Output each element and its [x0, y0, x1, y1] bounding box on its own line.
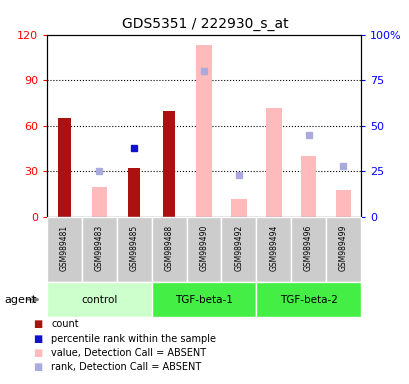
- FancyBboxPatch shape: [47, 282, 151, 317]
- Text: agent: agent: [4, 295, 36, 305]
- Bar: [300, 156, 316, 217]
- Bar: [91, 187, 107, 217]
- Text: GSM989483: GSM989483: [95, 225, 103, 271]
- FancyBboxPatch shape: [117, 217, 151, 282]
- FancyBboxPatch shape: [82, 217, 117, 282]
- Text: ■: ■: [33, 362, 42, 372]
- Text: GSM989485: GSM989485: [130, 225, 138, 271]
- Bar: [196, 45, 211, 217]
- FancyBboxPatch shape: [151, 282, 256, 317]
- Text: GDS5351 / 222930_s_at: GDS5351 / 222930_s_at: [121, 17, 288, 31]
- Text: GSM989494: GSM989494: [269, 225, 277, 271]
- Bar: [265, 108, 281, 217]
- FancyBboxPatch shape: [151, 217, 186, 282]
- Text: GSM989488: GSM989488: [164, 225, 173, 271]
- Text: GSM989499: GSM989499: [338, 225, 347, 271]
- FancyBboxPatch shape: [186, 217, 221, 282]
- Text: rank, Detection Call = ABSENT: rank, Detection Call = ABSENT: [51, 362, 201, 372]
- Text: count: count: [51, 319, 79, 329]
- FancyBboxPatch shape: [256, 217, 290, 282]
- Bar: [163, 111, 175, 217]
- Text: GSM989492: GSM989492: [234, 225, 243, 271]
- Text: ■: ■: [33, 334, 42, 344]
- Bar: [128, 168, 140, 217]
- Bar: [230, 199, 246, 217]
- Text: percentile rank within the sample: percentile rank within the sample: [51, 334, 216, 344]
- Text: GSM989496: GSM989496: [303, 225, 312, 271]
- FancyBboxPatch shape: [256, 282, 360, 317]
- FancyBboxPatch shape: [221, 217, 256, 282]
- FancyBboxPatch shape: [325, 217, 360, 282]
- Bar: [335, 190, 351, 217]
- Text: GSM989490: GSM989490: [199, 225, 208, 271]
- Text: ■: ■: [33, 319, 42, 329]
- Text: TGF-beta-1: TGF-beta-1: [175, 295, 232, 305]
- Text: ■: ■: [33, 348, 42, 358]
- Bar: [58, 118, 70, 217]
- Text: TGF-beta-2: TGF-beta-2: [279, 295, 337, 305]
- Text: control: control: [81, 295, 117, 305]
- Text: GSM989481: GSM989481: [60, 225, 69, 271]
- Text: value, Detection Call = ABSENT: value, Detection Call = ABSENT: [51, 348, 206, 358]
- FancyBboxPatch shape: [290, 217, 325, 282]
- FancyBboxPatch shape: [47, 217, 82, 282]
